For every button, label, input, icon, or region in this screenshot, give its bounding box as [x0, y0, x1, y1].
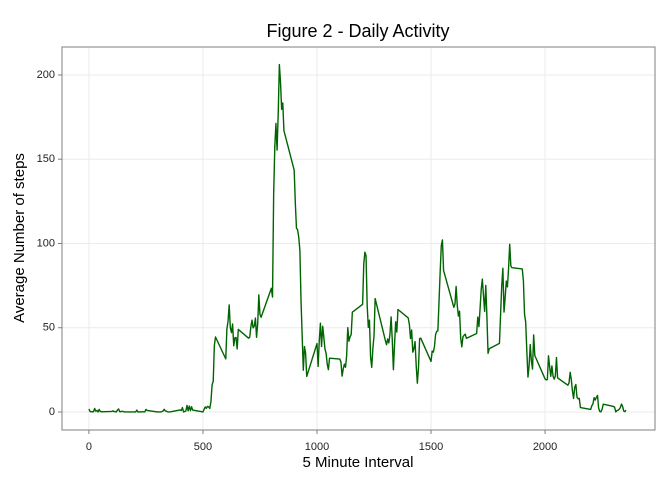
data-line: [88, 63, 627, 413]
panel-border: [61, 46, 656, 431]
y-tick-label: 200: [37, 69, 55, 81]
x-tick-label: 500: [194, 441, 212, 453]
chart-title: Figure 2 - Daily Activity: [266, 21, 449, 41]
y-tick-label: 50: [43, 322, 55, 334]
x-tick-label: 1000: [305, 441, 329, 453]
x-tick-label: 2000: [533, 441, 557, 453]
y-axis-label: Average Number of steps: [11, 153, 28, 323]
x-axis-label: 5 Minute Interval: [303, 454, 414, 471]
x-tick-label: 0: [86, 441, 92, 453]
y-tick-label: 150: [37, 153, 55, 165]
y-tick-label: 0: [49, 406, 55, 418]
y-tick-label: 100: [37, 237, 55, 249]
x-tick-label: 1500: [419, 441, 443, 453]
